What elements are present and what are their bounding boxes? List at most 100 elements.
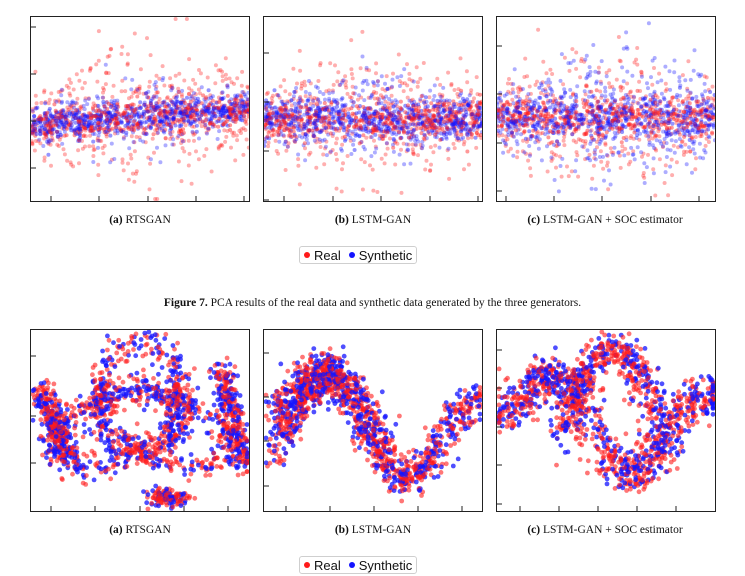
real-point: [43, 121, 47, 126]
core-point: [504, 109, 509, 114]
real-point: [466, 128, 470, 133]
core-point: [114, 119, 119, 124]
core-point: [335, 126, 340, 131]
core-point: [598, 121, 603, 126]
core-point: [623, 125, 628, 129]
real-point: [517, 114, 521, 118]
synthetic-point: [505, 122, 510, 127]
real-point: [331, 119, 336, 124]
core-point: [169, 109, 174, 114]
real-point: [663, 123, 668, 128]
core-point: [138, 121, 143, 126]
real-point: [699, 125, 704, 129]
core-point: [246, 109, 249, 114]
synthetic-point: [112, 103, 117, 108]
synthetic-point: [678, 143, 683, 148]
core-point: [571, 107, 576, 111]
synthetic-point: [384, 94, 389, 99]
synthetic-point: [295, 106, 300, 111]
core-point: [243, 109, 247, 114]
real-point: [418, 76, 423, 81]
synthetic-point: [33, 126, 38, 131]
synthetic-point: [446, 146, 451, 151]
core-point: [583, 132, 588, 136]
real-point: [91, 144, 96, 149]
core-point: [283, 104, 288, 108]
synthetic-point: [616, 150, 621, 155]
core-point: [501, 119, 506, 124]
core-point: [589, 89, 594, 94]
real-point: [421, 122, 426, 127]
core-point: [85, 113, 90, 118]
real-point: [525, 74, 530, 79]
synthetic-point: [597, 105, 602, 110]
real-point: [196, 87, 201, 92]
real-point: [665, 110, 670, 115]
synthetic-point: [574, 158, 579, 163]
synthetic-point: [385, 116, 390, 121]
real-point: [121, 168, 126, 173]
core-point: [499, 112, 503, 117]
core-point: [602, 108, 607, 113]
synthetic-point: [381, 114, 386, 119]
synthetic-point: [307, 107, 312, 111]
synthetic-point: [206, 109, 211, 114]
core-point: [375, 96, 380, 101]
real-point: [662, 181, 667, 185]
real-point: [227, 76, 232, 81]
real-point: [702, 123, 707, 128]
synthetic-point: [271, 110, 276, 114]
core-point: [34, 132, 39, 136]
real-point: [126, 127, 131, 131]
synthetic-point: [413, 142, 418, 147]
core-point: [596, 128, 601, 133]
core-point: [269, 101, 274, 106]
core-point: [367, 120, 372, 125]
synthetic-point: [691, 147, 696, 152]
synthetic-point: [296, 152, 301, 157]
real-point: [651, 167, 656, 172]
core-point: [461, 96, 465, 101]
real-point: [459, 126, 464, 131]
core-point: [39, 117, 44, 122]
synthetic-point: [644, 127, 648, 132]
core-point: [687, 108, 692, 113]
real-point: [293, 89, 298, 94]
real-point: [650, 111, 654, 116]
core-point: [225, 108, 229, 113]
core-point: [374, 125, 379, 130]
synthetic-point: [269, 106, 274, 111]
real-point: [147, 79, 152, 84]
synthetic-point: [704, 100, 709, 105]
synthetic-point: [384, 106, 389, 111]
core-point: [358, 118, 363, 123]
synthetic-point: [562, 87, 567, 92]
real-point: [177, 130, 181, 135]
synthetic-point: [437, 111, 442, 116]
core-point: [654, 117, 659, 122]
synthetic-point: [59, 100, 64, 105]
synthetic-point: [611, 125, 616, 129]
real-point: [155, 127, 159, 132]
synthetic-point: [245, 104, 249, 109]
synthetic-point: [543, 132, 548, 137]
synthetic-point: [104, 111, 109, 116]
core-point: [92, 114, 97, 119]
core-point: [644, 104, 649, 109]
real-point: [705, 116, 710, 121]
synthetic-point: [583, 57, 588, 62]
core-point: [432, 113, 437, 118]
real-point: [283, 89, 288, 94]
real-point: [277, 126, 282, 131]
synthetic-point: [272, 105, 277, 110]
core-point: [317, 114, 322, 119]
real-point: [404, 149, 409, 154]
core-point: [442, 132, 446, 137]
synthetic-point: [690, 128, 695, 133]
core-point: [147, 117, 151, 122]
real-point: [110, 94, 115, 99]
real-point: [403, 115, 408, 120]
synthetic-point: [340, 80, 345, 85]
real-point: [446, 116, 451, 121]
synthetic-point: [163, 143, 168, 148]
